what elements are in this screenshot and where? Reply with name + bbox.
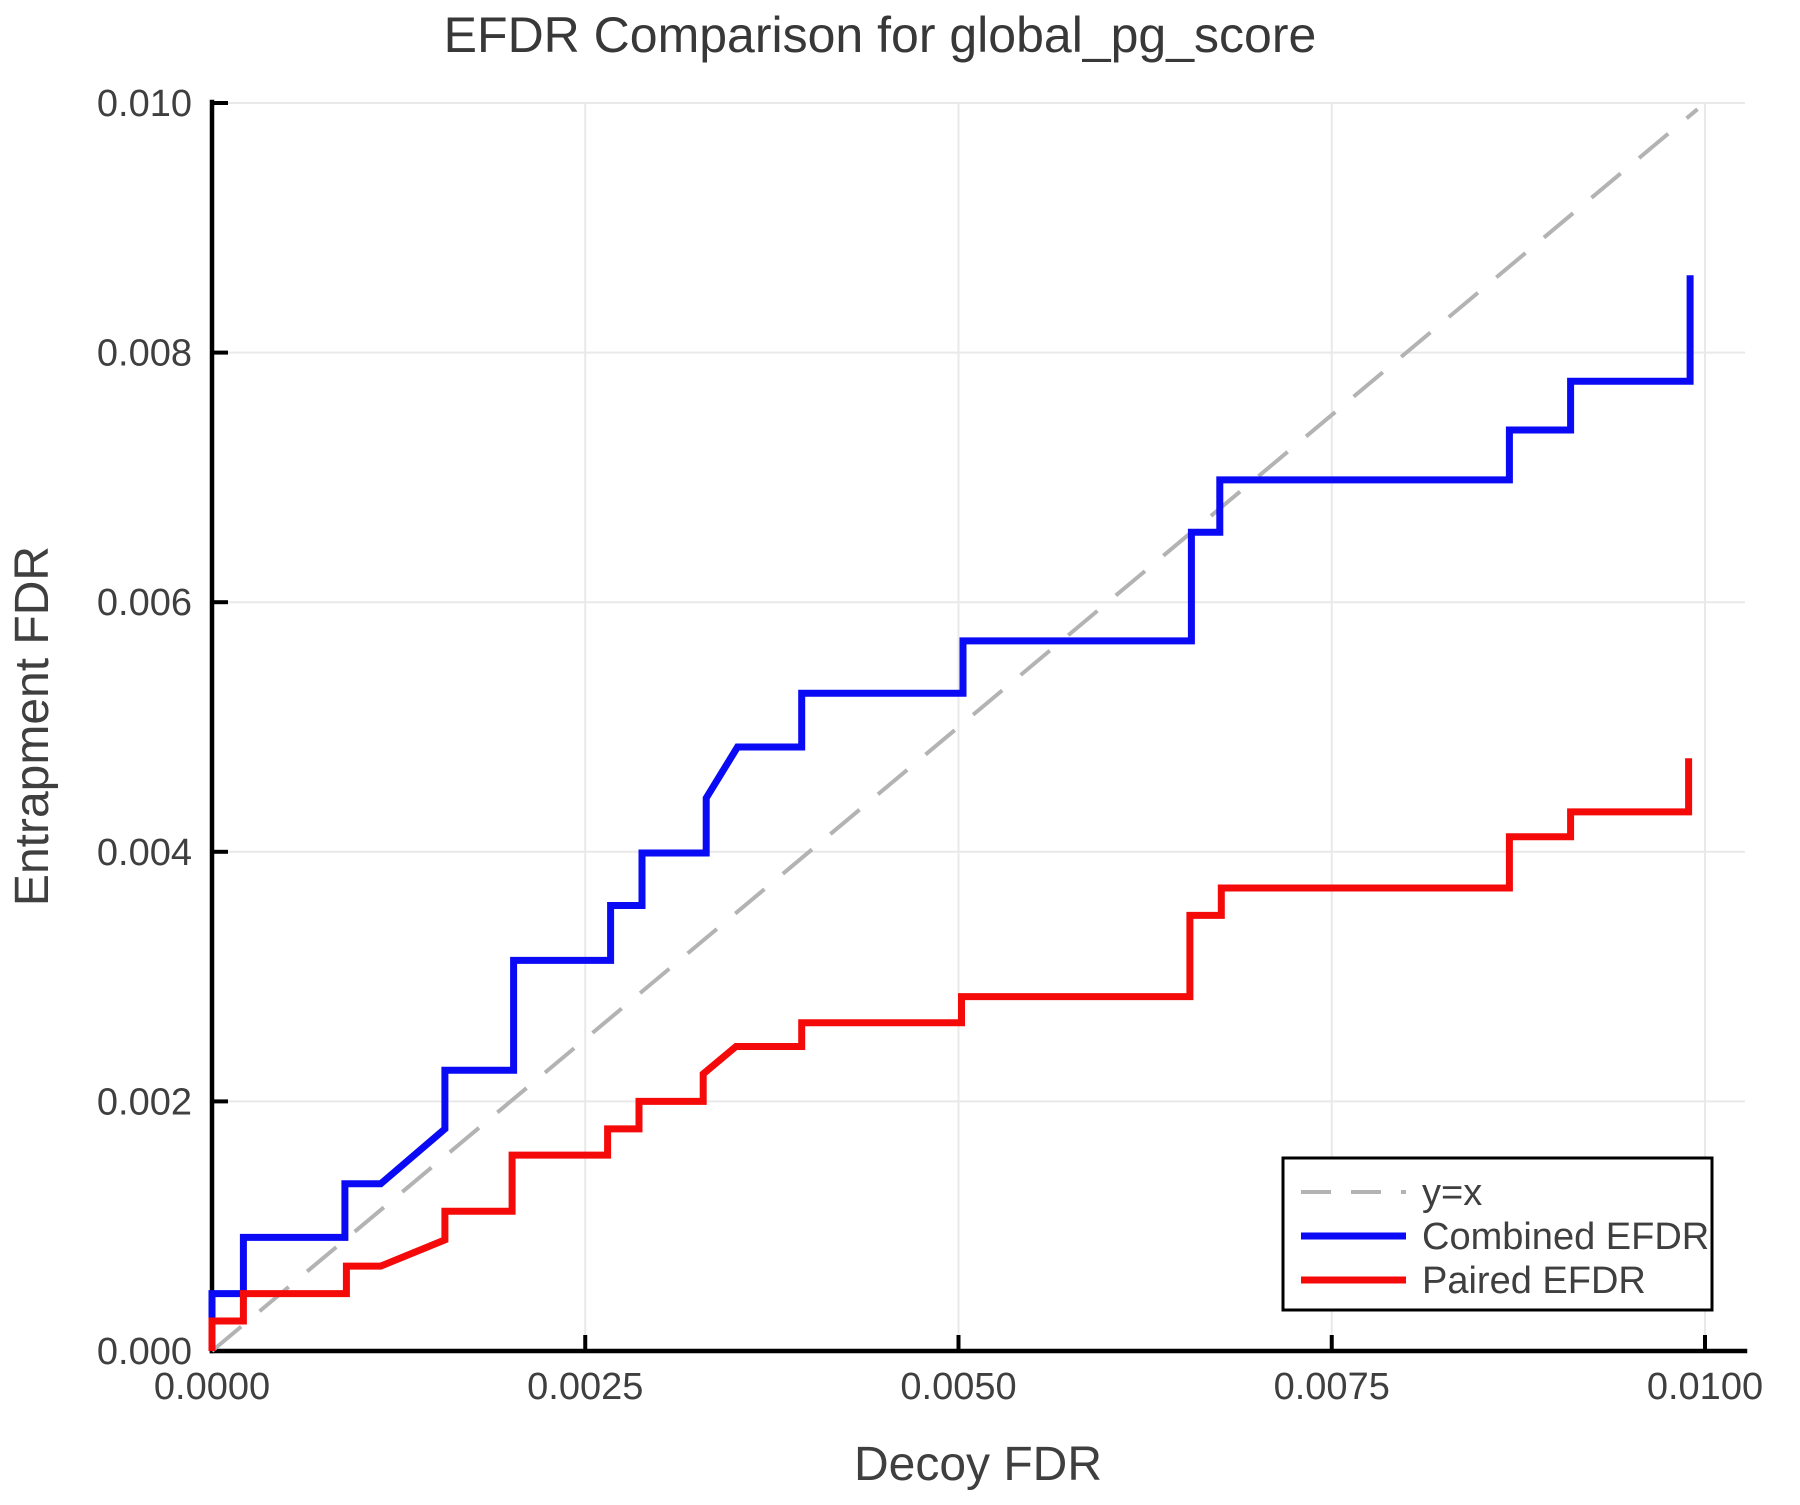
legend-label: Combined EFDR [1422,1216,1709,1258]
x-tick-label: 0.0000 [154,1366,270,1408]
y-tick-label: 0.004 [97,832,192,874]
y-tick-label: 0.008 [97,333,192,375]
x-tick-label: 0.0025 [527,1366,643,1408]
x-tick-label: 0.0050 [900,1366,1016,1408]
x-axis-title: Decoy FDR [854,1438,1102,1491]
series-group [208,107,1699,1353]
y-tick-label: 0.000 [97,1331,192,1373]
spines-group [209,99,1748,1354]
series-combined-efdr [208,275,1694,1351]
x-tick-label: 0.0075 [1274,1366,1390,1408]
legend-label: Paired EFDR [1422,1260,1646,1302]
y-axis-title: Entrapment FDR [6,546,59,906]
x-tick-label: 0.0100 [1647,1366,1763,1408]
tick-labels-group: 0.0000 0.0025 0.0050 0.0075 0.0100 0.000 0.002… [97,83,1763,1408]
series-y-x [210,107,1699,1353]
series-paired-efdr [208,758,1693,1351]
chart-title: EFDR Comparison for global_pg_score [444,7,1317,63]
y-tick-label: 0.002 [97,1081,192,1123]
gridlines-group [211,101,1745,1352]
y-tick-label: 0.010 [97,83,192,125]
y-tick-label: 0.006 [97,582,192,624]
legend-label: y=x [1422,1172,1482,1214]
